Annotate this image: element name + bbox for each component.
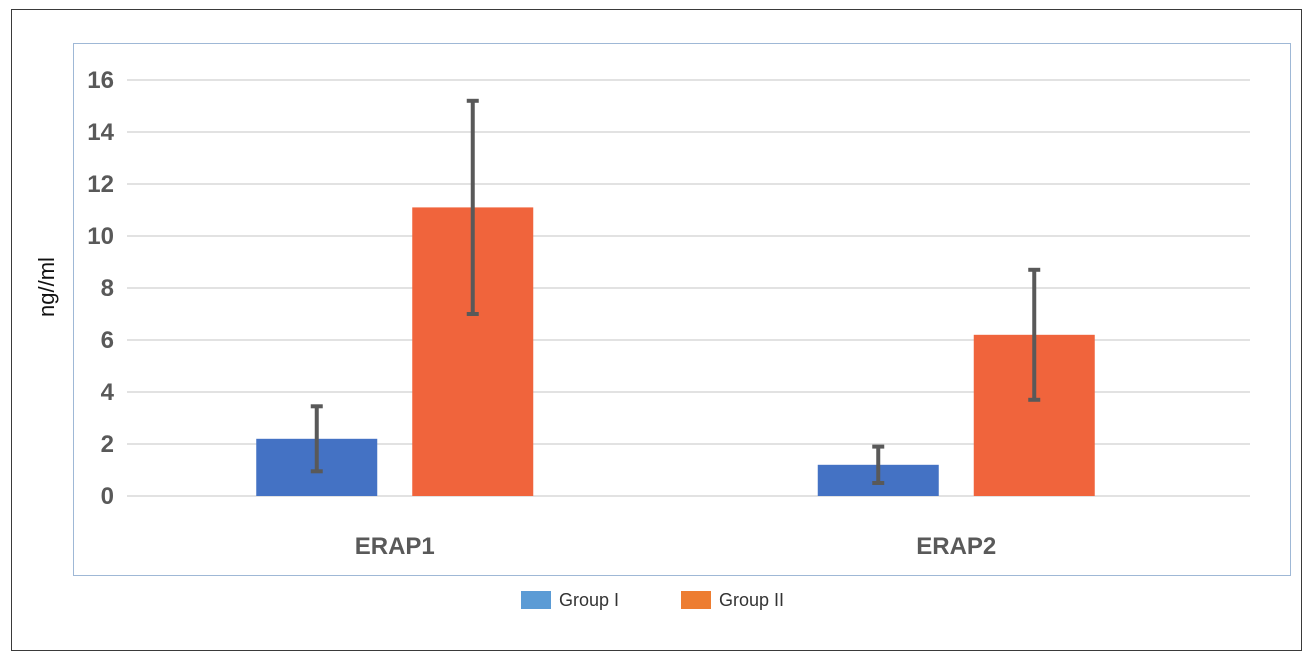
y-tick-label: 16 bbox=[87, 67, 114, 94]
bars bbox=[256, 207, 1095, 496]
category-label-erap1: ERAP1 bbox=[355, 533, 435, 560]
figure-frame bbox=[11, 9, 1302, 651]
y-tick-label: 0 bbox=[101, 483, 114, 510]
legend-swatch-group-i bbox=[521, 591, 551, 609]
y-tick-label: 6 bbox=[101, 327, 114, 354]
category-labels: ERAP1 ERAP2 bbox=[355, 533, 997, 560]
y-tick-label: 12 bbox=[87, 171, 114, 198]
y-tick-labels: 0 2 4 6 8 10 12 14 16 bbox=[87, 67, 114, 510]
legend-label-group-ii: Group II bbox=[719, 590, 784, 610]
y-tick-label: 14 bbox=[87, 119, 114, 146]
y-tick-label: 10 bbox=[87, 223, 114, 250]
legend: Group I Group II bbox=[521, 590, 784, 610]
y-tick-label: 8 bbox=[101, 275, 114, 302]
category-label-erap2: ERAP2 bbox=[916, 533, 996, 560]
legend-label-group-i: Group I bbox=[559, 590, 619, 610]
y-tick-label: 2 bbox=[101, 431, 114, 458]
error-bars bbox=[310, 98, 1041, 485]
plot-area-frame bbox=[73, 43, 1291, 576]
legend-swatch-group-ii bbox=[681, 591, 711, 609]
y-tick-label: 4 bbox=[101, 379, 115, 406]
